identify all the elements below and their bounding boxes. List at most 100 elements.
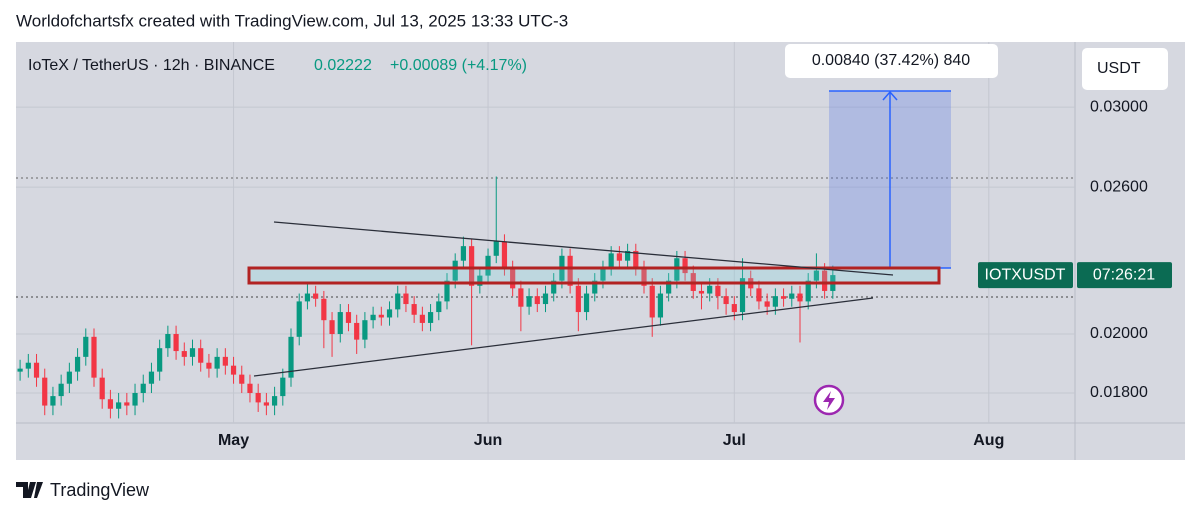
candle-body	[33, 362, 40, 378]
candle-body	[313, 293, 319, 299]
candle-body	[42, 377, 48, 406]
candle-body	[649, 285, 655, 318]
candle-body	[723, 296, 729, 305]
arrow-head	[882, 90, 898, 101]
candle-body	[411, 304, 417, 315]
candle-body	[280, 377, 286, 397]
candle-body	[436, 301, 442, 313]
candle-body	[66, 371, 72, 384]
candle-body	[116, 402, 122, 409]
candle-body	[239, 374, 245, 384]
candle-body	[756, 288, 762, 302]
candle-body	[822, 270, 828, 291]
candle-body	[304, 293, 311, 302]
candle-body	[682, 258, 688, 274]
footer: TradingView	[50, 480, 150, 500]
candle-body	[255, 392, 261, 403]
candle-body	[124, 402, 130, 406]
candle-body	[526, 296, 532, 307]
candle-body	[198, 348, 204, 363]
candle-body	[329, 320, 335, 335]
candle-body	[17, 368, 23, 372]
header: Worldofchartsfx created with TradingView…	[16, 11, 568, 30]
x-tick-label: May	[218, 432, 249, 449]
x-tick-label: Jun	[474, 432, 502, 449]
candle-body	[50, 396, 56, 406]
x-tick-label: Jul	[723, 432, 746, 449]
tv-logo	[16, 482, 43, 498]
measure-box	[785, 44, 998, 78]
candle-body	[362, 320, 368, 340]
candle-body	[739, 278, 746, 313]
candle-body	[378, 314, 384, 318]
trendline	[253, 297, 874, 377]
candle-body	[321, 298, 327, 321]
candle-body	[518, 288, 524, 307]
candle-body	[715, 285, 721, 297]
candle-body	[189, 348, 196, 357]
measure-label: 0.00840 (37.42%) 840	[812, 52, 970, 69]
candle-body	[354, 322, 360, 340]
y-tick-label: 0.01800	[1090, 384, 1148, 401]
candles	[17, 176, 836, 419]
candle-body	[534, 296, 540, 305]
candle-body	[813, 270, 820, 281]
candle-body	[419, 314, 425, 323]
candle-body	[107, 399, 114, 409]
trendline	[273, 221, 894, 276]
candle-body	[780, 296, 787, 299]
resistance-zone	[247, 266, 941, 285]
candle-body	[132, 392, 138, 406]
candle-body	[206, 362, 212, 369]
candle-body	[148, 371, 155, 384]
candle-body	[395, 293, 401, 310]
candle-body	[789, 293, 795, 299]
candle-body	[469, 246, 475, 286]
candle-body	[247, 383, 253, 393]
candle-body	[271, 396, 278, 406]
candle-body	[666, 280, 672, 294]
candle-body	[173, 334, 179, 352]
candle-body	[157, 348, 163, 372]
candle-body	[583, 293, 590, 313]
chart-panel	[16, 42, 1185, 460]
last-price: 0.02222	[314, 57, 372, 74]
candle-body	[403, 293, 409, 305]
candle-body	[567, 255, 573, 286]
candle-body	[731, 304, 737, 313]
candle-body	[345, 312, 352, 323]
countdown-tag	[1077, 262, 1172, 289]
candle-body	[805, 280, 811, 302]
candle-body	[575, 285, 581, 313]
countdown-label: 07:26:21	[1093, 266, 1155, 283]
candle-body	[633, 250, 639, 269]
candle-body	[99, 377, 105, 400]
candle-body	[296, 301, 302, 337]
y-tick-label: 0.02600	[1090, 178, 1148, 195]
candle-body	[58, 383, 64, 397]
candle-body	[772, 296, 778, 307]
candle-body	[370, 314, 376, 321]
y-tick-label: 0.02000	[1090, 325, 1148, 342]
currency-box[interactable]	[1082, 48, 1168, 90]
price-change: +0.00089 (+4.17%)	[390, 57, 527, 74]
candle-body	[698, 290, 705, 294]
candle-body	[337, 312, 343, 335]
bolt	[823, 391, 835, 410]
candle-body	[214, 356, 220, 369]
candle-body	[797, 293, 803, 302]
candle-body	[641, 268, 647, 286]
candle-body	[493, 241, 499, 256]
candle-body	[427, 312, 434, 323]
candle-body	[165, 334, 171, 349]
candle-body	[501, 241, 508, 269]
candle-body	[222, 356, 228, 366]
candle-body	[263, 402, 269, 406]
price-tag: IOTXUSDT 07:26:21	[978, 262, 1172, 289]
candle-body	[485, 255, 491, 276]
x-tick-label: Aug	[973, 432, 1004, 449]
candle-body	[83, 336, 89, 357]
candle-body	[624, 250, 631, 261]
candle-body	[707, 285, 713, 294]
